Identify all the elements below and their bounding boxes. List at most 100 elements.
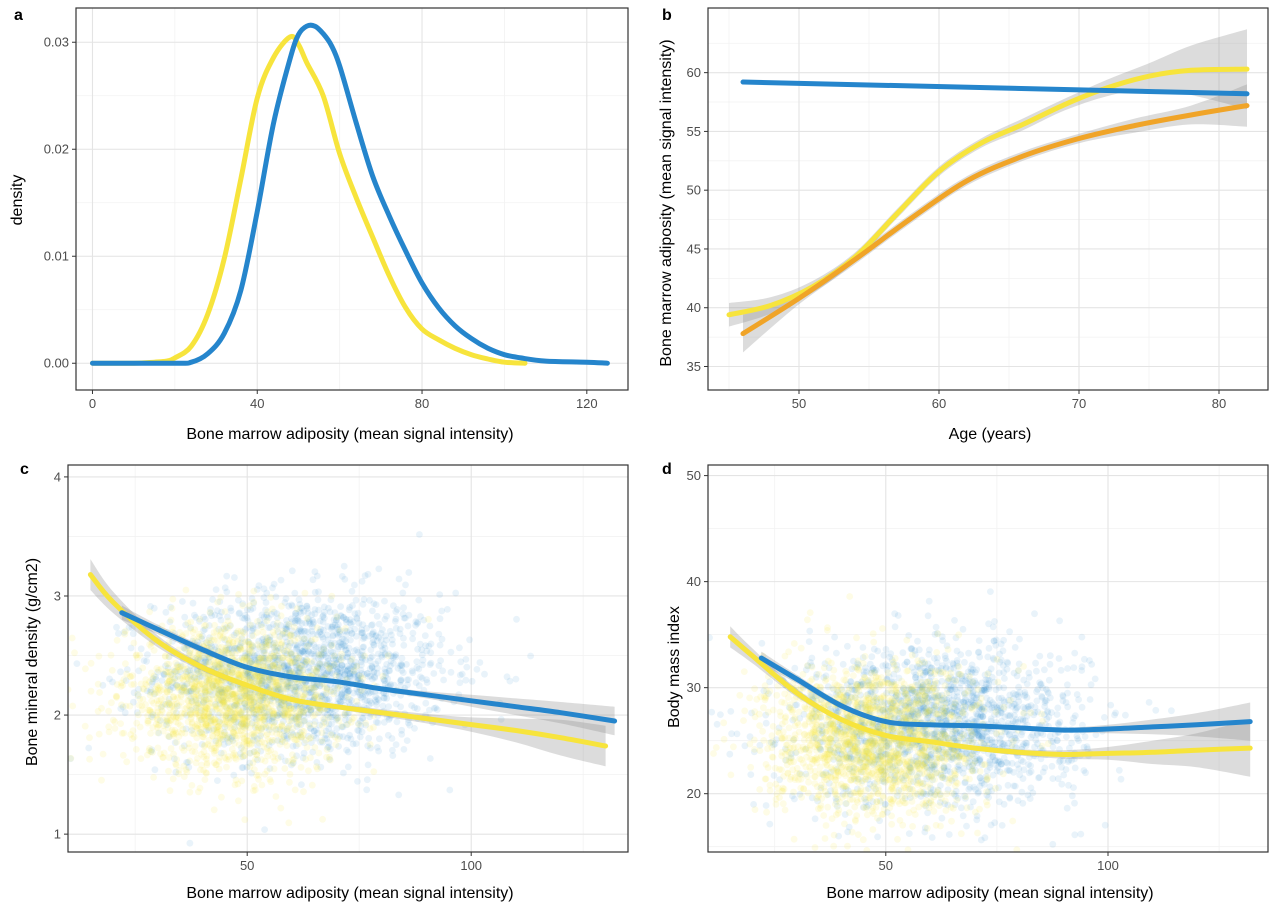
scatter-point: [180, 684, 187, 691]
scatter-point: [330, 690, 337, 697]
scatter-point: [165, 768, 172, 775]
scatter-point: [477, 659, 484, 666]
scatter-point: [1088, 661, 1095, 668]
scatter-point: [302, 756, 309, 763]
scatter-point: [241, 752, 248, 759]
scatter-point: [98, 705, 105, 712]
scatter-point: [58, 677, 65, 684]
scatter-point: [395, 792, 402, 799]
x-axis-label-b: Age (years): [949, 426, 1032, 443]
scatter-point: [108, 699, 115, 706]
scatter-point: [173, 714, 180, 721]
scatter-point: [1054, 705, 1061, 712]
scatter-point: [216, 725, 223, 732]
scatter-point: [324, 746, 331, 753]
scatter-point: [747, 771, 754, 778]
x-tick-label: 70: [1072, 396, 1086, 411]
scatter-point: [181, 773, 188, 780]
scatter-point: [150, 774, 157, 781]
scatter-point: [1010, 690, 1017, 697]
scatter-point: [213, 628, 220, 635]
scatter-point: [279, 722, 286, 729]
x-axis-label-d: Bone marrow adiposity (mean signal inten…: [826, 885, 1153, 902]
scatter-point: [714, 721, 721, 728]
scatter-point: [926, 598, 933, 605]
scatter-point: [1081, 767, 1088, 774]
scatter-point: [353, 663, 360, 670]
scatter-point: [201, 708, 208, 715]
scatter-point: [162, 668, 169, 675]
scatter-point: [304, 643, 311, 650]
scatter-point: [261, 826, 268, 833]
scatter-point: [881, 652, 888, 659]
scatter-point: [201, 743, 208, 750]
scatter-point: [1064, 681, 1071, 688]
scatter-point: [131, 640, 138, 647]
scatter-point: [128, 681, 135, 688]
scatter-point: [117, 668, 124, 675]
scatter-point: [946, 831, 953, 838]
scatter-point: [196, 633, 203, 640]
scatter-point: [306, 722, 313, 729]
scatter-point: [359, 578, 366, 585]
scatter-point: [310, 576, 317, 583]
scatter-point: [1000, 684, 1007, 691]
scatter-point: [179, 598, 186, 605]
scatter-point: [960, 812, 967, 819]
scatter-point: [69, 703, 76, 710]
scatter-point: [299, 727, 306, 734]
scatter-point: [436, 591, 443, 598]
scatter-point: [148, 698, 155, 705]
scatter-point: [118, 680, 125, 687]
scatter-point: [302, 691, 309, 698]
scatter-point: [134, 691, 141, 698]
scatter-point: [172, 761, 179, 768]
scatter-point: [349, 656, 356, 663]
scatter-point: [914, 638, 921, 645]
scatter-point: [234, 701, 241, 708]
scatter-point: [139, 665, 146, 672]
x-tick-label: 120: [576, 396, 598, 411]
scatter-point: [423, 648, 430, 655]
scatter-point: [1046, 677, 1053, 684]
plot-area-c: [8, 465, 628, 852]
scatter-point: [387, 681, 394, 688]
scatter-point: [255, 656, 262, 663]
scatter-point: [963, 823, 970, 830]
y-tick-label: 50: [687, 183, 701, 198]
scatter-point: [374, 744, 381, 751]
scatter-point: [236, 610, 243, 617]
scatter-point: [1152, 707, 1159, 714]
scatter-point: [304, 744, 311, 751]
scatter-point: [241, 719, 248, 726]
scatter-point: [98, 777, 105, 784]
scatter-point: [231, 643, 238, 650]
scatter-point: [679, 781, 686, 788]
x-tick-label: 50: [792, 396, 806, 411]
panel-letter-d: d: [662, 461, 672, 478]
scatter-point: [1001, 675, 1008, 682]
scatter-point: [1064, 805, 1071, 812]
y-axis-label-b: Bone marrow adiposity (mean signal inten…: [658, 39, 675, 366]
scatter-point: [975, 649, 982, 656]
scatter-point: [258, 624, 265, 631]
scatter-point: [114, 637, 121, 644]
scatter-point: [280, 680, 287, 687]
scatter-point: [169, 596, 176, 603]
scatter-point: [202, 723, 209, 730]
scatter-point: [285, 819, 292, 826]
scatter-point: [216, 754, 223, 761]
scatter-point: [456, 644, 463, 651]
scatter-point: [257, 706, 264, 713]
scatter-point: [378, 643, 385, 650]
x-tick-label: 80: [1212, 396, 1226, 411]
scatter-point: [389, 747, 396, 754]
y-tick-label: 4: [54, 469, 61, 484]
scatter-point: [263, 678, 270, 685]
scatter-point: [806, 628, 813, 635]
scatter-point: [1069, 792, 1076, 799]
scatter-point: [146, 679, 153, 686]
scatter-point: [245, 676, 252, 683]
scatter-point: [423, 676, 430, 683]
scatter-point: [266, 642, 273, 649]
